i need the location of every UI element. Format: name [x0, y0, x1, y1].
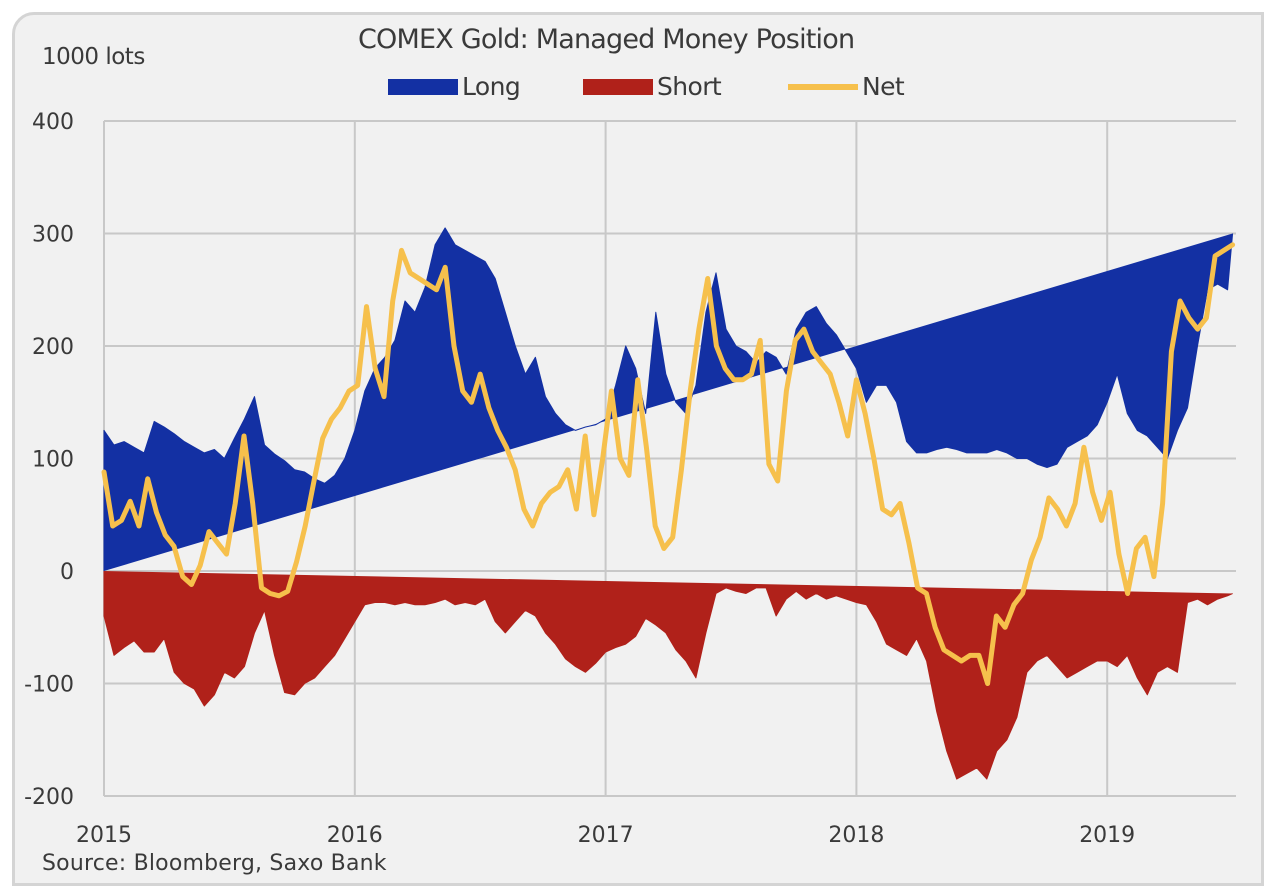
source-note: Source: Bloomberg, Saxo Bank	[42, 851, 387, 876]
x-tick-label: 2015	[76, 823, 132, 848]
y-axis-ticks: 400 300 200 100 0 -100 -200	[24, 110, 74, 810]
x-tick-label: 2017	[578, 823, 634, 848]
legend-item-net: Net	[788, 72, 905, 101]
line-series	[101, 242, 1236, 686]
legend-label-net: Net	[862, 72, 905, 101]
legend-item-long: Long	[388, 72, 521, 101]
line-net	[101, 242, 1236, 686]
y-tick-label: -200	[24, 785, 74, 810]
y-tick-label: 200	[32, 335, 74, 360]
x-tick-label: 2019	[1079, 823, 1135, 848]
y-tick-label: -100	[24, 673, 74, 698]
y-tick-label: 0	[60, 560, 74, 585]
area-long	[103, 227, 1234, 571]
y-tick-label: 300	[32, 223, 74, 248]
chart-title: COMEX Gold: Managed Money Position	[358, 24, 855, 55]
x-axis-ticks: 2015 2016 2017 2018 2019	[76, 823, 1135, 848]
x-tick-label: 2016	[327, 823, 383, 848]
x-tick-label: 2018	[828, 823, 884, 848]
legend-label-short: Short	[657, 72, 722, 101]
y-axis-unit-label: 1000 lots	[42, 44, 145, 70]
y-tick-label: 400	[32, 110, 74, 135]
legend-swatch-long	[388, 78, 458, 95]
legend-swatch-short	[583, 78, 653, 95]
y-tick-label: 100	[32, 448, 74, 473]
legend-item-short: Short	[583, 72, 722, 101]
legend-label-long: Long	[462, 72, 521, 101]
area-series	[103, 227, 1234, 780]
legend-swatch-net	[788, 83, 858, 90]
area-short	[103, 571, 1233, 780]
